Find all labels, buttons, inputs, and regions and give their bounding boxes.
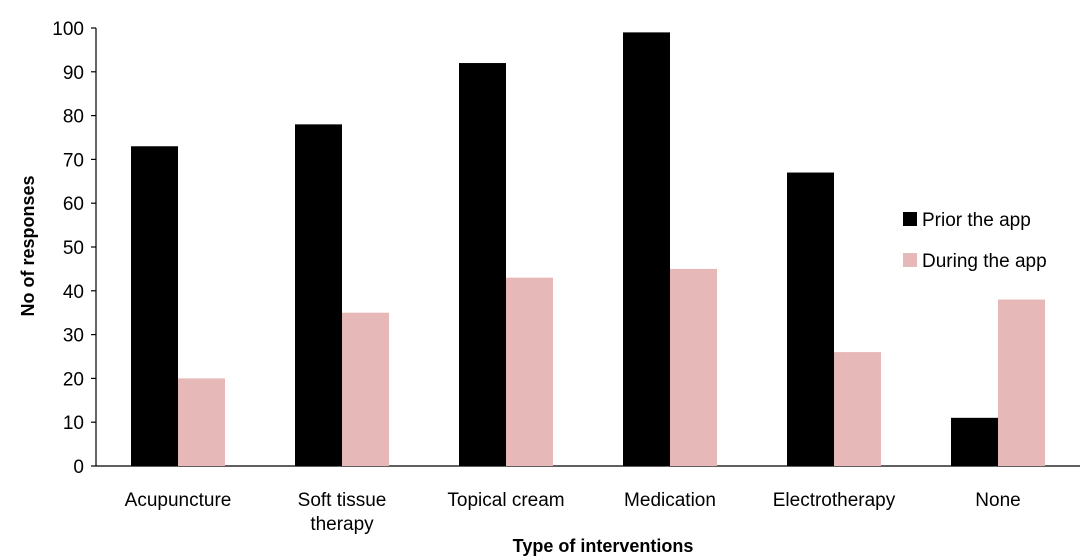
x-category-label: Topical cream (447, 490, 564, 511)
y-tick-label: 30 (63, 326, 84, 347)
y-tick-label: 100 (52, 19, 84, 40)
bar-during (998, 299, 1045, 466)
x-category-label: None (975, 490, 1020, 511)
bar-prior (787, 172, 834, 467)
bars (131, 32, 1045, 467)
category-labels: Acupuncture Soft tissue therapy Topical cre… (125, 490, 1021, 535)
x-category-label: Medication (624, 490, 716, 511)
bar-during (834, 352, 881, 466)
y-axis-ticks: 0 10 20 30 40 50 60 70 80 90 100 (52, 19, 96, 478)
y-axis-title: No of responses (18, 175, 38, 316)
legend-label-during: During the app (922, 251, 1047, 272)
bar-prior (951, 417, 998, 466)
y-tick-label: 50 (63, 238, 84, 259)
y-tick-label: 80 (63, 107, 84, 128)
bar-prior (459, 63, 506, 466)
y-tick-label: 70 (63, 150, 84, 171)
legend-swatch-prior (903, 212, 917, 226)
bar-during (178, 378, 225, 466)
x-category-label: Acupuncture (125, 490, 232, 511)
y-tick-label: 10 (63, 413, 84, 434)
y-tick-label: 90 (63, 63, 84, 84)
legend: Prior the app During the app (903, 210, 1047, 272)
bar-during (506, 277, 553, 466)
y-tick-label: 0 (73, 457, 84, 478)
y-tick-label: 60 (63, 194, 84, 215)
bar-during (342, 312, 389, 466)
y-tick-label: 20 (63, 369, 84, 390)
legend-swatch-during (903, 253, 917, 267)
bar-prior (623, 32, 670, 466)
x-category-label: Soft tissue therapy (298, 490, 387, 535)
y-tick-label: 40 (63, 282, 84, 303)
bar-during (670, 268, 717, 466)
x-category-label: Electrotherapy (773, 490, 896, 511)
legend-label-prior: Prior the app (922, 210, 1031, 231)
bar-prior (131, 146, 178, 466)
bar-prior (295, 124, 342, 467)
x-axis-title: Type of interventions (513, 536, 694, 556)
